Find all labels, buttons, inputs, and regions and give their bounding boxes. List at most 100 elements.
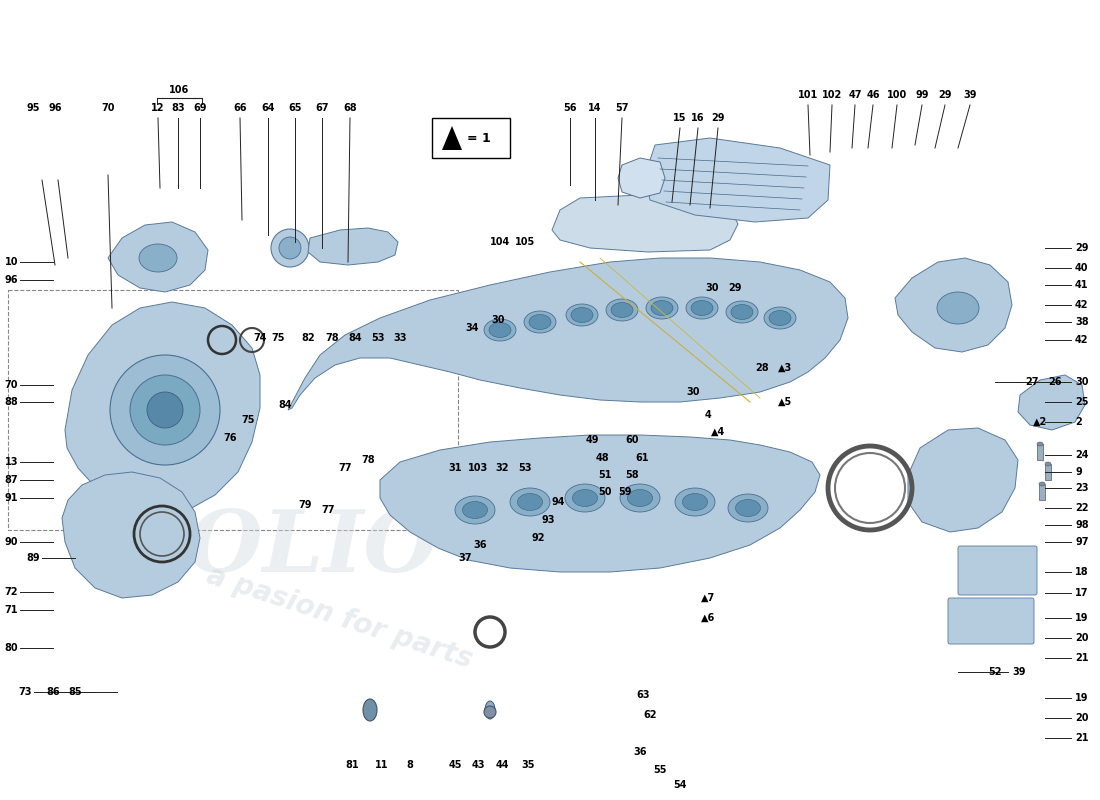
Ellipse shape [271, 229, 309, 267]
Text: 60: 60 [625, 435, 639, 445]
Ellipse shape [510, 488, 550, 516]
Ellipse shape [1040, 482, 1045, 486]
Text: 30: 30 [492, 315, 505, 325]
Ellipse shape [606, 299, 638, 321]
Bar [1040, 484, 1045, 500]
Text: 9: 9 [1075, 467, 1081, 477]
Text: 74: 74 [253, 333, 266, 343]
Text: 42: 42 [1075, 300, 1089, 310]
Text: 77: 77 [321, 505, 334, 515]
Polygon shape [308, 228, 398, 265]
Text: 34: 34 [465, 323, 478, 333]
Ellipse shape [646, 297, 678, 319]
Text: 17: 17 [1075, 588, 1089, 598]
Text: 98: 98 [1075, 520, 1089, 530]
Text: 16: 16 [691, 113, 705, 123]
Ellipse shape [610, 302, 632, 318]
Polygon shape [908, 428, 1018, 532]
Text: 68: 68 [343, 103, 356, 113]
Text: 72: 72 [4, 587, 18, 597]
Text: 36: 36 [634, 747, 647, 757]
Text: 31: 31 [449, 463, 462, 473]
Polygon shape [645, 138, 830, 222]
Text: 65: 65 [288, 103, 301, 113]
Text: 85: 85 [68, 687, 82, 697]
Text: ▲2: ▲2 [1033, 417, 1047, 427]
Text: 55: 55 [653, 765, 667, 775]
Ellipse shape [675, 488, 715, 516]
Text: 33: 33 [394, 333, 407, 343]
Text: EOLIO: EOLIO [122, 506, 438, 590]
Text: 90: 90 [4, 537, 18, 547]
Text: 52: 52 [988, 667, 1001, 677]
Text: 97: 97 [1075, 537, 1089, 547]
Text: 44: 44 [495, 760, 508, 770]
Text: 21: 21 [1075, 733, 1089, 743]
Text: 36: 36 [473, 540, 486, 550]
Text: 59: 59 [618, 487, 631, 497]
Text: 8: 8 [407, 760, 414, 770]
Text: 96: 96 [4, 275, 18, 285]
Text: 79: 79 [298, 500, 311, 510]
Text: 43: 43 [471, 760, 485, 770]
Text: 100: 100 [887, 90, 907, 100]
Ellipse shape [651, 301, 673, 315]
Ellipse shape [139, 244, 177, 272]
Text: 15: 15 [673, 113, 686, 123]
Text: 19: 19 [1075, 613, 1089, 623]
Circle shape [130, 375, 200, 445]
Text: 38: 38 [1075, 317, 1089, 327]
Ellipse shape [691, 301, 713, 315]
Text: 35: 35 [521, 760, 535, 770]
Text: 19: 19 [1075, 693, 1089, 703]
Text: 70: 70 [4, 380, 18, 390]
Ellipse shape [736, 499, 760, 517]
Text: 12: 12 [152, 103, 165, 113]
Text: 18: 18 [1075, 567, 1089, 577]
Text: a pasion for parts: a pasion for parts [204, 562, 476, 674]
Text: 105: 105 [515, 237, 535, 247]
Polygon shape [442, 126, 462, 150]
Bar [8, 290, 458, 530]
Ellipse shape [572, 490, 597, 506]
Text: 94: 94 [551, 497, 564, 507]
Text: 87: 87 [4, 475, 18, 485]
Text: 57: 57 [615, 103, 629, 113]
Text: 37: 37 [459, 553, 472, 563]
Polygon shape [552, 195, 738, 252]
Text: 82: 82 [301, 333, 315, 343]
Text: 28: 28 [756, 363, 769, 373]
Text: 78: 78 [361, 455, 375, 465]
Text: 63: 63 [636, 690, 650, 700]
Text: 53: 53 [372, 333, 385, 343]
Text: 69: 69 [194, 103, 207, 113]
Text: 29: 29 [728, 283, 741, 293]
Text: 20: 20 [1075, 713, 1089, 723]
Ellipse shape [462, 502, 487, 518]
Text: 101: 101 [798, 90, 818, 100]
Text: 30: 30 [686, 387, 700, 397]
Text: 53: 53 [518, 463, 531, 473]
Text: 103: 103 [468, 463, 488, 473]
Text: 39: 39 [964, 90, 977, 100]
Text: 104: 104 [490, 237, 510, 247]
Text: 51: 51 [598, 470, 612, 480]
Text: 39: 39 [1012, 667, 1025, 677]
Text: 42: 42 [1075, 335, 1089, 345]
Ellipse shape [682, 494, 707, 510]
Text: 26: 26 [1048, 377, 1062, 387]
Text: ▲6: ▲6 [701, 613, 715, 623]
Ellipse shape [455, 496, 495, 524]
Ellipse shape [1045, 462, 1050, 466]
Text: 61: 61 [636, 453, 649, 463]
Text: ▲7: ▲7 [701, 593, 715, 603]
Polygon shape [379, 435, 820, 572]
Text: 47: 47 [848, 90, 861, 100]
Ellipse shape [484, 319, 516, 341]
Text: 41: 41 [1075, 280, 1089, 290]
Text: 102: 102 [822, 90, 843, 100]
Text: 29: 29 [938, 90, 952, 100]
Text: 67: 67 [316, 103, 329, 113]
Text: 88: 88 [4, 397, 18, 407]
Text: 70: 70 [101, 103, 114, 113]
